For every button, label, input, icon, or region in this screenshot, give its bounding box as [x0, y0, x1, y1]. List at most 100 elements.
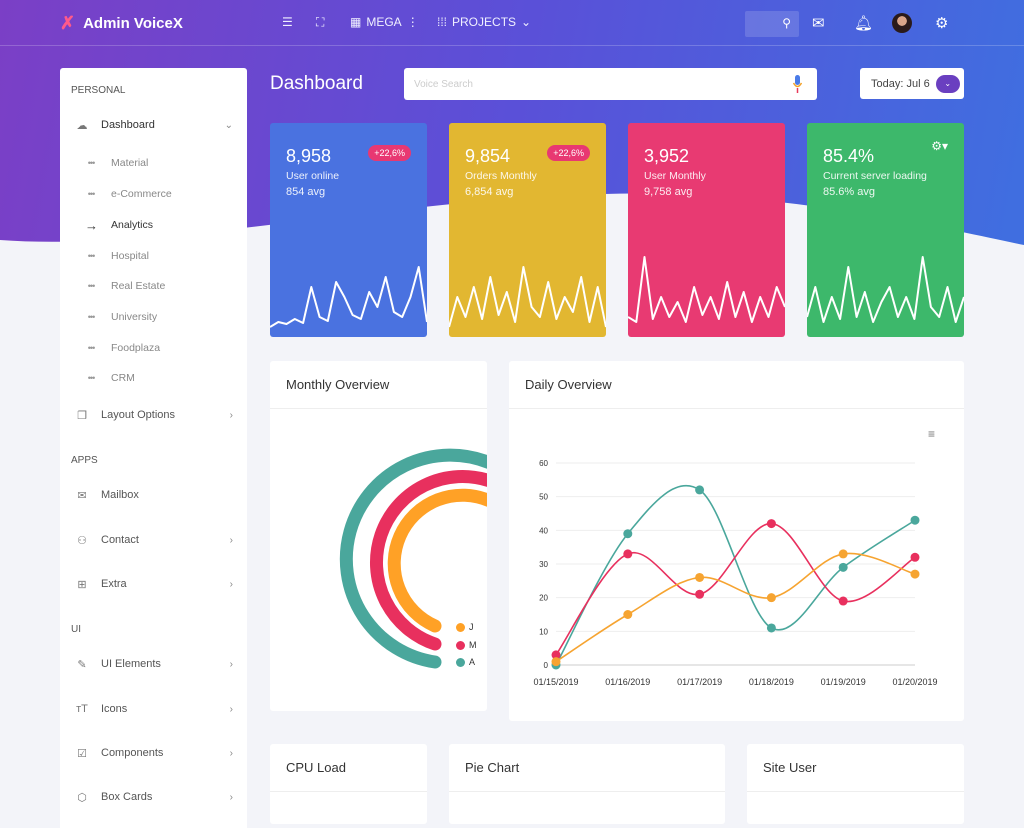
- chevron-right-icon: ›: [229, 409, 233, 421]
- date-picker-button[interactable]: Today: Jul 6 ⌄: [860, 68, 964, 99]
- card-title: Pie Chart: [449, 744, 725, 792]
- legend-label: A: [469, 657, 476, 667]
- label: Box Cards: [101, 791, 153, 803]
- stat-value: 3,952: [644, 146, 690, 166]
- radial-bar-a: [339, 448, 487, 669]
- dots-icon: •••: [87, 158, 95, 168]
- label: Dashboard: [101, 119, 155, 131]
- card-title: CPU Load: [270, 744, 427, 792]
- data-point[interactable]: [623, 529, 633, 539]
- y-tick-label: 0: [544, 661, 549, 670]
- data-point[interactable]: [695, 485, 705, 495]
- sidebar-item-components[interactable]: ☑ Components ›: [60, 742, 247, 764]
- series-line: [555, 522, 916, 656]
- fullscreen-icon[interactable]: ⛶: [316, 15, 325, 29]
- data-point[interactable]: [695, 572, 705, 582]
- y-tick-label: 20: [539, 594, 548, 603]
- stat-card: 9,854 Orders Monthly 6,854 avg +22,6%: [449, 123, 606, 337]
- data-point[interactable]: [910, 552, 920, 562]
- legend-item[interactable]: J: [456, 622, 474, 632]
- legend-item[interactable]: A: [456, 657, 475, 667]
- stat-value: 85.4%: [823, 146, 875, 166]
- label: Contact: [101, 534, 139, 546]
- chevron-right-icon: ›: [229, 534, 233, 546]
- label: e-Commerce: [111, 188, 172, 200]
- data-point[interactable]: [551, 650, 561, 660]
- chevron-down-icon: ⌄: [521, 15, 532, 29]
- data-point[interactable]: [766, 623, 776, 633]
- sidebar-item-mailbox[interactable]: ✉ Mailbox: [60, 484, 247, 506]
- data-point[interactable]: [910, 515, 920, 525]
- label: Analytics: [111, 219, 154, 231]
- data-point[interactable]: [766, 593, 776, 603]
- user-icon: ⚇: [77, 534, 87, 547]
- microphone-icon[interactable]: [793, 75, 802, 93]
- data-point[interactable]: [766, 519, 776, 529]
- dots-icon: •••: [87, 312, 95, 322]
- sidebar-item-layout-options[interactable]: ❐ Layout Options ›: [60, 404, 247, 426]
- sidebar-item-contact[interactable]: ⚇ Contact ›: [60, 529, 247, 551]
- menu-toggle-icon[interactable]: ☰: [282, 15, 293, 29]
- dots-icon: •••: [87, 189, 95, 199]
- sidebar-item-ui-elements[interactable]: ✎ UI Elements ›: [60, 653, 247, 675]
- sidebar-sub-material[interactable]: ••• Material: [60, 152, 247, 174]
- sidebar-sub-foodplaza[interactable]: ••• Foodplaza: [60, 337, 247, 359]
- avatar[interactable]: [892, 13, 912, 33]
- sidebar-sub-analytics[interactable]: → Analytics: [60, 214, 247, 236]
- data-point[interactable]: [838, 562, 848, 572]
- label: Hospital: [111, 250, 149, 262]
- sidebar-sub-crm[interactable]: ••• CRM: [60, 367, 247, 389]
- stat-avg: 854 avg: [286, 186, 326, 198]
- data-point[interactable]: [910, 569, 920, 579]
- chart-menu-icon[interactable]: ≡: [928, 427, 936, 441]
- series-line: [555, 484, 916, 666]
- site-user-card: Site User: [747, 744, 964, 824]
- layout-icon: ❐: [77, 409, 87, 422]
- section-personal: PERSONAL: [71, 85, 126, 96]
- sidebar-sub-university[interactable]: ••• University: [60, 306, 247, 328]
- voice-search-input[interactable]: [404, 68, 817, 100]
- y-tick-label: 30: [539, 560, 548, 569]
- sidebar-item-icons[interactable]: тT Icons ›: [60, 698, 247, 720]
- radial-bar-chart: [339, 448, 487, 669]
- sidebar-item-dashboard[interactable]: ☁ Dashboard ⌄: [60, 114, 247, 136]
- data-point[interactable]: [623, 610, 633, 619]
- app-title: Admin VoiceX: [83, 15, 183, 32]
- bell-icon[interactable]: 🔔︎: [854, 15, 874, 32]
- pie-chart-card: Pie Chart: [449, 744, 725, 824]
- sidebar-sub-hospital[interactable]: ••• Hospital: [60, 245, 247, 267]
- sidebar-item-extra[interactable]: ⊞ Extra ›: [60, 573, 247, 595]
- line-chart: 0 10 20 30 40 50 60 01/15/2019 01/16/2019 01/17/2…: [533, 459, 937, 687]
- top-search[interactable]: ⚲: [745, 11, 799, 37]
- gear-dropdown-icon[interactable]: ⚙▾: [931, 139, 948, 153]
- stat-label: User online: [286, 170, 340, 182]
- x-tick-label: 01/16/2019: [605, 677, 650, 687]
- gear-icon[interactable]: ⚙: [935, 15, 949, 32]
- daily-overview-card: Daily Overview ≡ 0 10 20 30 40 50 60 01/15/2019…: [509, 361, 964, 721]
- data-point[interactable]: [551, 657, 561, 667]
- search-icon: ⚲: [782, 16, 791, 30]
- mega-menu[interactable]: ▦ MEGA ⋮: [350, 15, 419, 29]
- chevron-right-icon: ›: [229, 578, 233, 590]
- chevron-right-icon: ›: [229, 791, 233, 803]
- sidebar-item-box-cards[interactable]: ⬡ Box Cards ›: [60, 786, 247, 808]
- brand[interactable]: ✗ Admin VoiceX: [60, 13, 183, 34]
- monthly-overview-card: Monthly Overview J M A: [270, 361, 487, 711]
- sidebar-sub-ecommerce[interactable]: ••• e-Commerce: [60, 183, 247, 205]
- projects-menu[interactable]: ⁞⁞⁞ PROJECTS ⌄: [437, 15, 531, 29]
- legend-item[interactable]: M: [456, 640, 477, 650]
- data-point[interactable]: [838, 549, 848, 559]
- x-tick-label: 01/17/2019: [677, 677, 722, 687]
- stat-card: 8,958 User online 854 avg +22,6%: [270, 123, 427, 337]
- x-tick-label: 01/19/2019: [821, 677, 866, 687]
- sidebar-sub-real-estate[interactable]: ••• Real Estate: [60, 275, 247, 297]
- label: Components: [101, 747, 164, 759]
- logo-icon: ✗: [60, 13, 76, 33]
- data-point[interactable]: [623, 549, 633, 559]
- y-tick-label: 10: [539, 627, 548, 636]
- data-point[interactable]: [838, 596, 848, 606]
- mail-icon[interactable]: ✉: [812, 15, 825, 32]
- card-title: Site User: [747, 744, 964, 792]
- data-point[interactable]: [695, 589, 705, 599]
- label: Icons: [101, 703, 128, 715]
